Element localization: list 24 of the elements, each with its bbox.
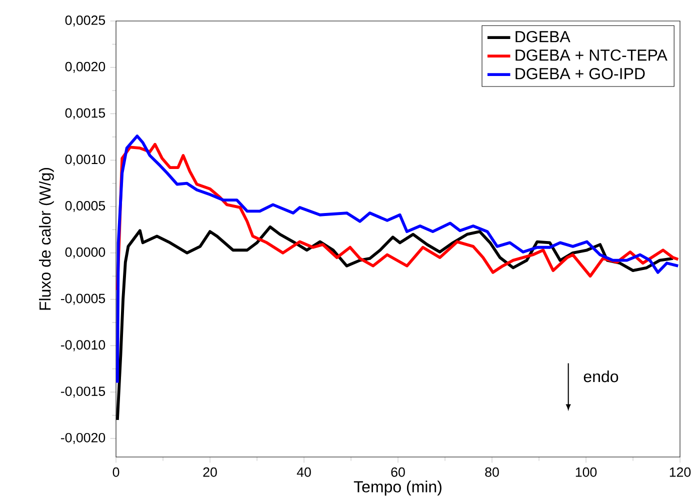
y-tick-label: 0,0015 [65,108,106,120]
annotation: endo [584,370,618,382]
legend-label: DGEBA + GO-IPD [516,68,645,80]
x-axis-title: Tempo (min) [354,480,442,496]
x-tick-label: 120 [670,467,691,477]
x-tick-label: 80 [485,467,499,477]
y-tick-label: 0,0005 [65,201,106,212]
line-series [116,134,680,384]
y-tick-label: 0,0025 [65,16,106,27]
y-tick-label: 0,0020 [65,62,106,73]
x-tick-label: 100 [576,467,597,477]
y-tick-label: 0,0010 [65,154,106,166]
y-tick-label: -0,0005 [60,294,106,305]
legend-label: DGEBA [516,30,570,42]
y-tick-label: -0,0010 [60,340,106,352]
x-tick-label: 60 [391,467,405,477]
legend-label: DGEBA + NTC-TEPA [516,49,668,61]
y-tick-label: -0,0015 [60,386,106,398]
y-tick-label: -0,0020 [60,432,106,444]
y-axis-title: Fluxo de calor (W/g) [38,168,54,310]
x-tick-label: 0 [112,467,120,477]
x-tick-label: 20 [203,467,217,477]
y-tick-label: 0,0000 [65,247,106,258]
x-tick-label: 40 [296,467,311,477]
